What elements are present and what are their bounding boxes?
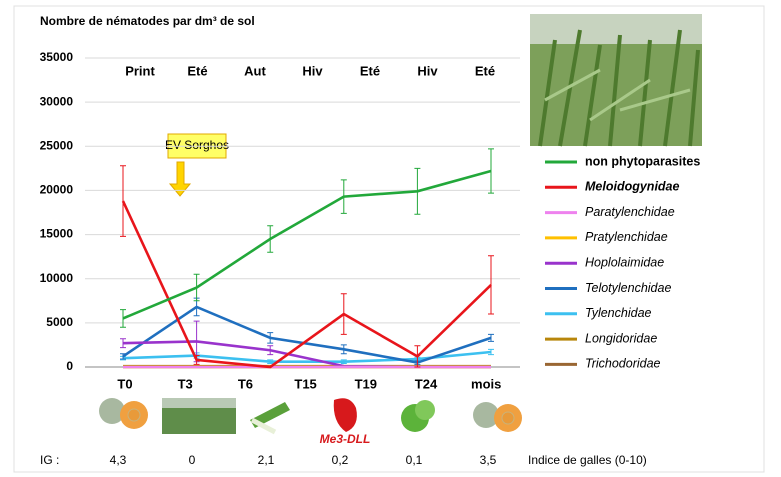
legend-label: non phytoparasites xyxy=(585,154,700,168)
gall-value: 0,1 xyxy=(406,453,423,467)
season-label: Hiv xyxy=(302,63,323,78)
time-label: T0 xyxy=(117,376,132,391)
season-label: Hiv xyxy=(417,63,438,78)
gall-value: 0,2 xyxy=(332,453,349,467)
error-bar xyxy=(488,333,494,342)
season-label: Eté xyxy=(187,63,207,78)
y-tick-label: 20000 xyxy=(40,183,74,197)
y-tick-label: 5000 xyxy=(46,315,73,329)
y-tick-label: 25000 xyxy=(40,138,74,152)
gall-value: 4,3 xyxy=(110,453,127,467)
gall-value: 2,1 xyxy=(258,453,275,467)
season-label: Print xyxy=(125,63,155,78)
y-tick-label: 0 xyxy=(66,359,73,373)
error-bar xyxy=(120,338,126,349)
legend-label: Telotylenchidae xyxy=(585,281,671,295)
season-label: Aut xyxy=(244,63,266,78)
error-bar xyxy=(488,148,494,194)
y-tick-label: 35000 xyxy=(40,50,74,64)
photo xyxy=(530,14,702,147)
series-line xyxy=(122,340,491,369)
season-label: Eté xyxy=(475,63,495,78)
gall-value: 3,5 xyxy=(480,453,497,467)
legend-label: Longidoridae xyxy=(585,331,657,345)
gall-caption: Indice de galles (0-10) xyxy=(528,453,647,467)
legend-label: Paratylenchidae xyxy=(585,205,675,219)
legend-label: Pratylenchidae xyxy=(585,230,668,244)
y-tick-label: 10000 xyxy=(40,271,74,285)
y-tick-label: 15000 xyxy=(40,227,74,241)
time-label: T24 xyxy=(415,376,438,391)
crop-label: Me3-DLL xyxy=(320,432,371,446)
gall-value: 0 xyxy=(189,453,196,467)
gall-label: IG : xyxy=(40,453,59,467)
icons xyxy=(99,398,522,435)
time-label: T3 xyxy=(178,376,193,391)
time-label: T19 xyxy=(355,376,377,391)
time-label: mois xyxy=(471,376,501,391)
series-line xyxy=(122,305,492,364)
series-line xyxy=(122,169,492,320)
time-label: T6 xyxy=(238,376,253,391)
chart-title: Nombre de nématodes par dm³ de sol xyxy=(40,14,255,28)
series-line xyxy=(121,200,492,369)
legend-label: Meloidogynidae xyxy=(585,180,680,194)
season-label: Eté xyxy=(360,63,380,78)
frame xyxy=(13,5,765,473)
legend-label: Trichodoridae xyxy=(585,357,661,371)
legend-label: Tylenchidae xyxy=(585,306,652,320)
annotation: EV Sorghos xyxy=(165,138,229,152)
legend-label: Hoplolaimidae xyxy=(585,255,664,269)
time-label: T15 xyxy=(294,376,316,391)
y-tick-label: 30000 xyxy=(40,94,74,108)
